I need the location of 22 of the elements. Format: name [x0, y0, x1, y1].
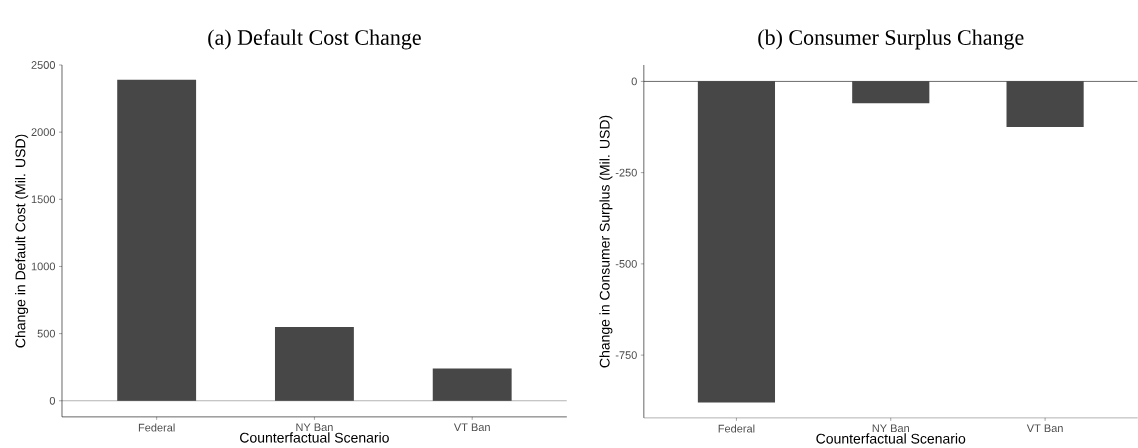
y-tick-label: -750: [615, 351, 637, 360]
y-tick-label: 1500: [31, 195, 56, 204]
y-tick-label: 500: [37, 329, 56, 338]
x-tick-label: NY Ban: [296, 423, 333, 432]
x-tick-label: VT Ban: [1026, 424, 1063, 433]
y-tick-label: -250: [615, 168, 637, 177]
x-tick-label: NY Ban: [872, 424, 909, 433]
y-tick-label: 0: [631, 77, 637, 86]
chart-title: (b) Consumer Surplus Change: [758, 29, 1024, 50]
x-tick-label: Federal: [718, 424, 755, 433]
y-tick-label: 2500: [31, 61, 56, 69]
y-tick-label: 1000: [31, 262, 56, 271]
x-tick-label: VT Ban: [453, 423, 490, 432]
x-axis-title: Counterfactual Scenario: [240, 432, 389, 443]
chart-title: (a) Default Cost Change: [208, 29, 421, 50]
y-axis-title: Change in Consumer Surplus (Mil. USD): [599, 115, 613, 368]
y-tick-label: 2000: [31, 128, 56, 137]
y-axis-title: Change in Default Cost (Mil. USD): [15, 134, 29, 348]
x-axis-title: Counterfactual Scenario: [816, 433, 966, 444]
y-tick-label: -500: [615, 260, 637, 268]
x-tick-label: Federal: [138, 423, 175, 432]
y-tick-label: 0: [49, 396, 56, 405]
